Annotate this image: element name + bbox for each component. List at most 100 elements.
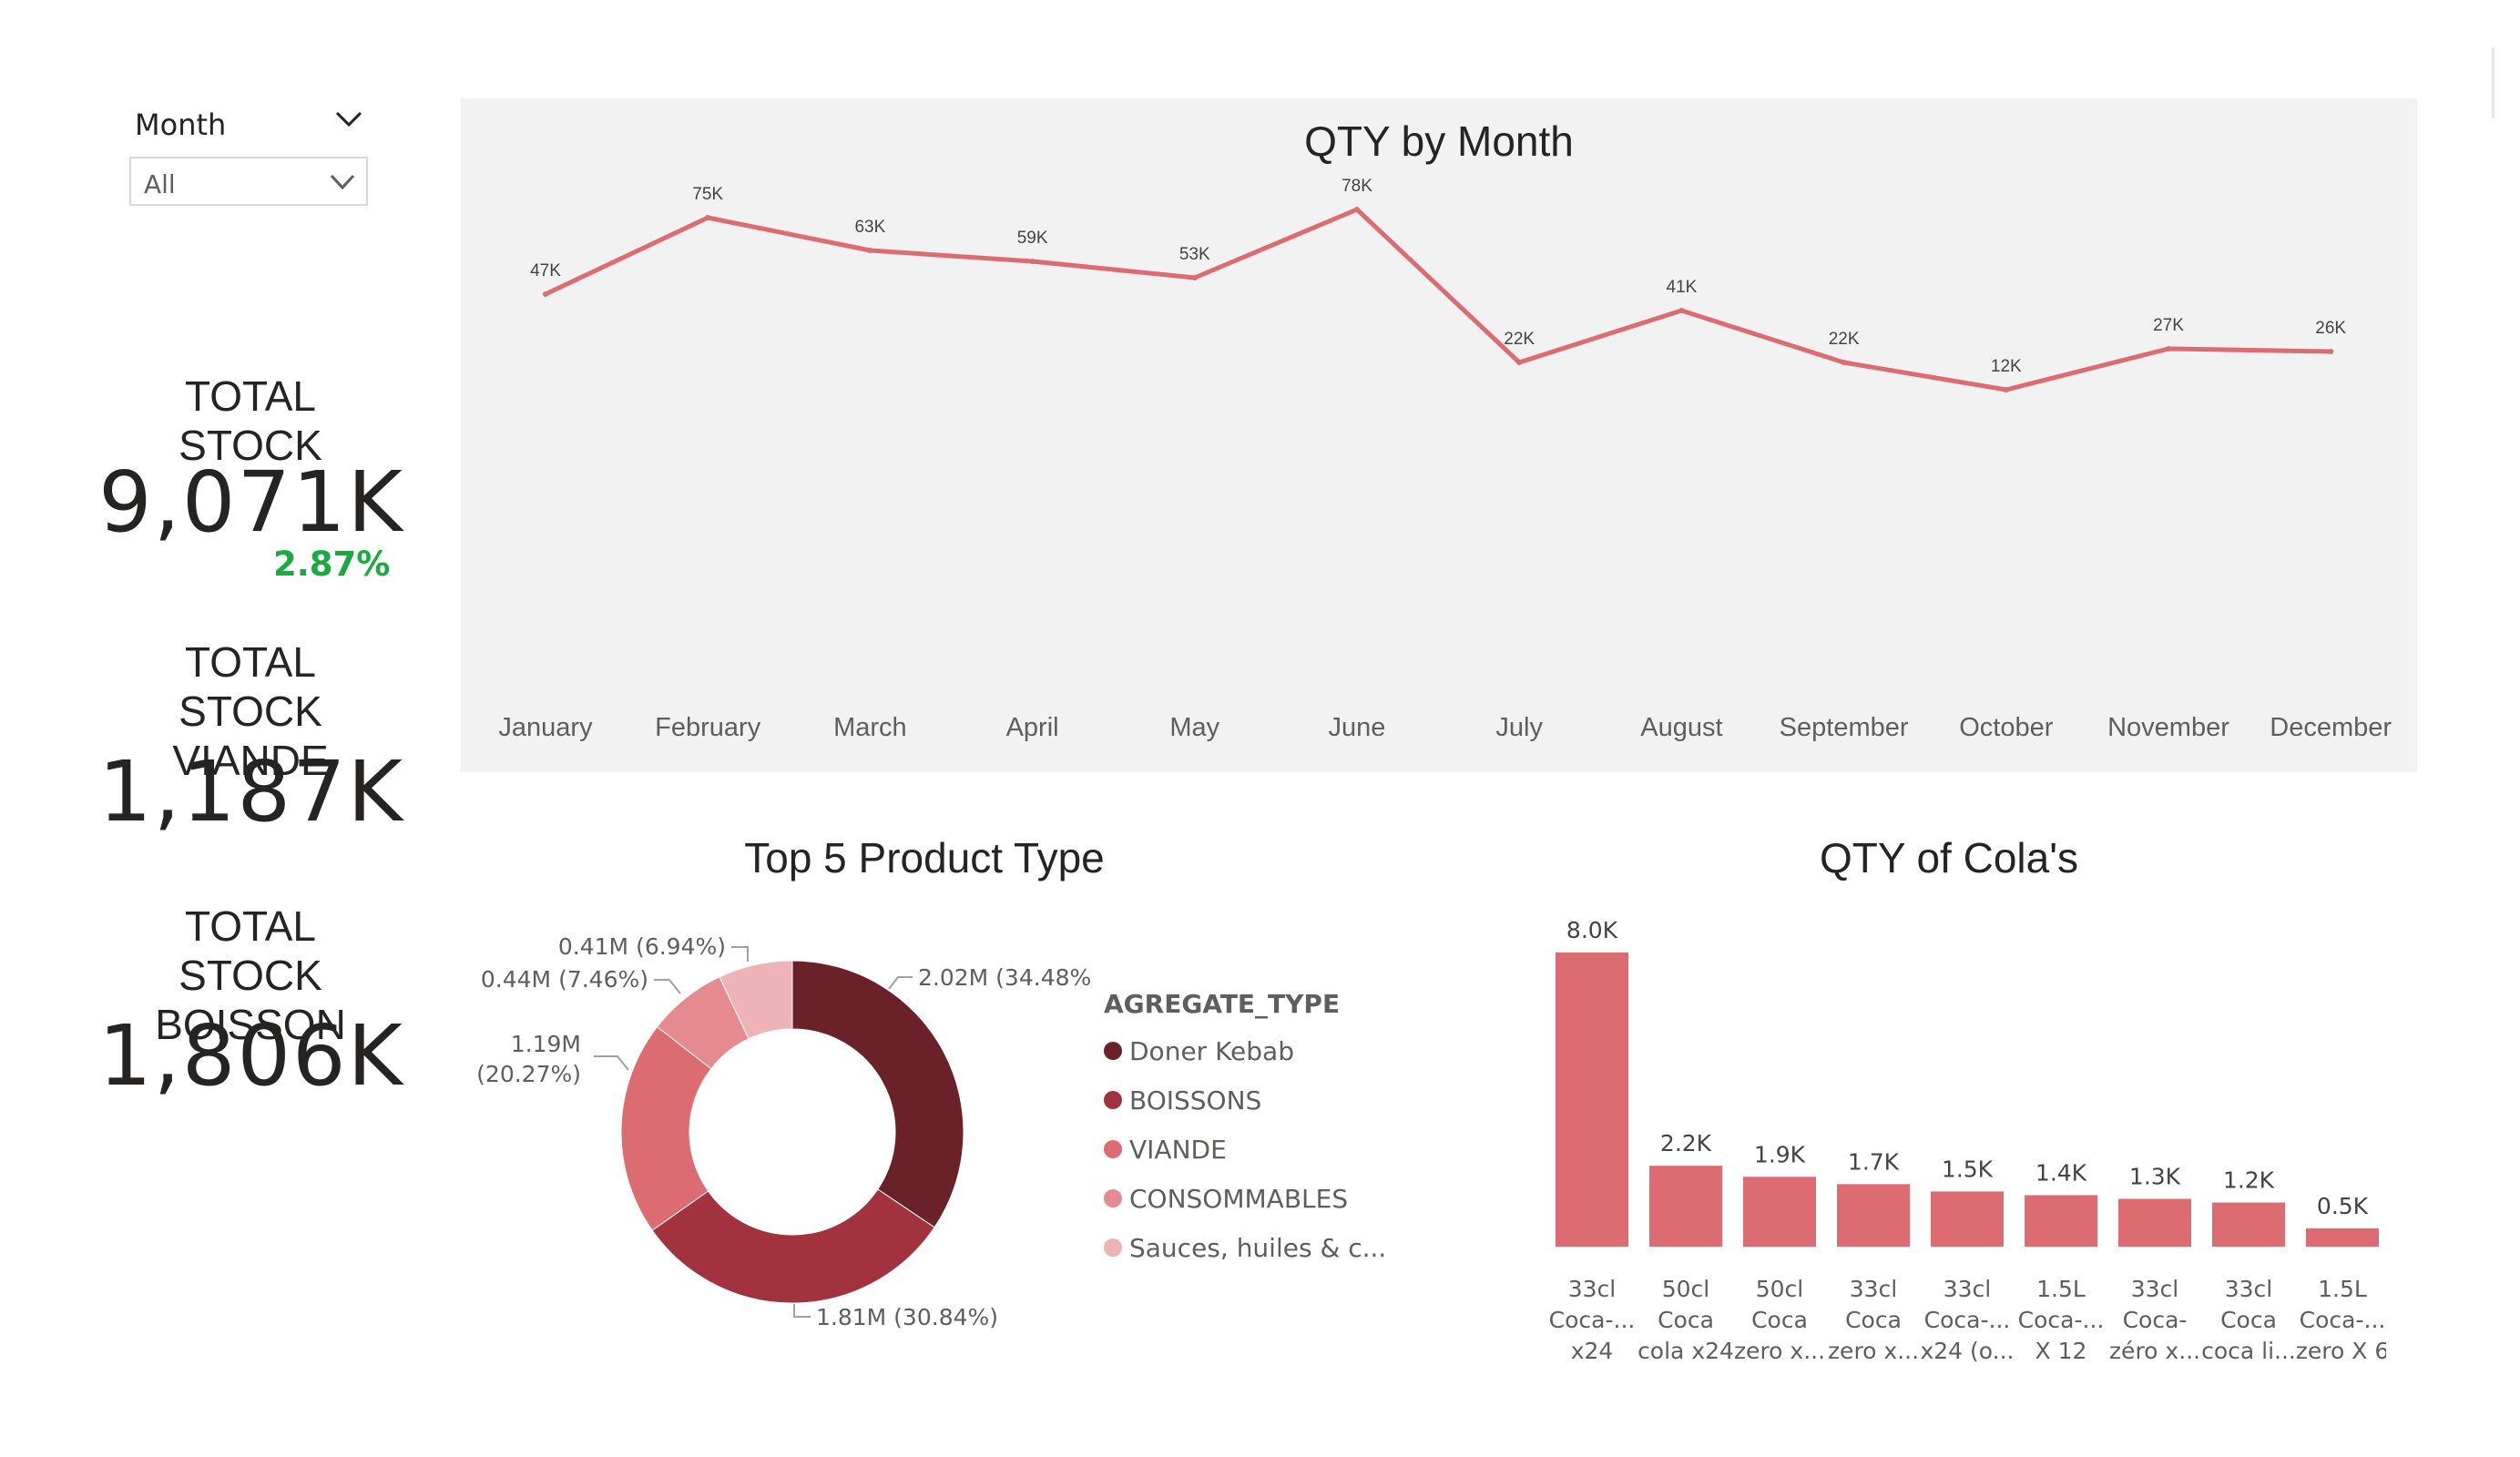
leader-line bbox=[594, 1055, 629, 1071]
legend-marker bbox=[1104, 1091, 1122, 1109]
x-tick-label: January bbox=[498, 713, 593, 742]
x-tick-label: October bbox=[1959, 713, 2053, 742]
line-data-label: 75K bbox=[692, 185, 723, 204]
qty-line-series bbox=[544, 207, 2331, 392]
bar-data-label: 0.5K bbox=[2317, 1193, 2369, 1219]
cola-bar[interactable] bbox=[2212, 1202, 2285, 1247]
line-point[interactable] bbox=[1516, 360, 1523, 365]
month-dropdown[interactable]: All bbox=[129, 157, 368, 206]
x-tick-label: Coca-... bbox=[1549, 1307, 1636, 1333]
line-data-label: 53K bbox=[1179, 245, 1210, 264]
kpi-total-stock-viande-label: TOTAL STOCK VIANDE bbox=[128, 637, 373, 785]
legend-item[interactable]: Doner Kebab bbox=[1104, 1034, 1294, 1067]
cola-bar[interactable] bbox=[2306, 1228, 2379, 1247]
x-tick-label: 33cl bbox=[1944, 1276, 1992, 1302]
line-point[interactable] bbox=[1841, 360, 1847, 365]
donut-slice[interactable] bbox=[651, 1188, 935, 1304]
line-point[interactable] bbox=[1029, 259, 1036, 264]
line-chart-title: QTY by Month bbox=[1304, 117, 1574, 165]
leader-line bbox=[793, 1304, 811, 1318]
line-point[interactable] bbox=[705, 215, 711, 220]
kpi-total-stock-label: TOTAL STOCK bbox=[179, 372, 322, 469]
legend-label: Sauces, huiles & c... bbox=[1129, 1232, 1387, 1263]
x-tick-label: February bbox=[655, 713, 761, 742]
legend-item[interactable]: BOISSONS bbox=[1104, 1084, 1261, 1116]
x-tick-label: Coca bbox=[1845, 1307, 1902, 1333]
x-tick-label: x24 bbox=[1571, 1338, 1614, 1364]
donut-data-label: (20.27%) bbox=[476, 1061, 581, 1087]
x-tick-label: Coca bbox=[1751, 1307, 1808, 1333]
x-tick-label: zero X 6 bbox=[2296, 1338, 2386, 1364]
kpi-total-stock-viande-value: 1,187K bbox=[98, 743, 404, 841]
month-dropdown-value: All bbox=[144, 169, 176, 199]
x-tick-label: 1.5L bbox=[2036, 1276, 2086, 1302]
line-point[interactable] bbox=[1678, 308, 1685, 313]
bar-data-label: 2.2K bbox=[1660, 1130, 1712, 1156]
line-point[interactable] bbox=[1354, 207, 1360, 212]
cola-bar[interactable] bbox=[1931, 1191, 2004, 1247]
legend-marker bbox=[1104, 1189, 1122, 1207]
kpi-label-line: BOISSON bbox=[155, 1001, 346, 1048]
month-slicer-title: Month bbox=[135, 107, 227, 142]
x-tick-label: 33cl bbox=[1850, 1276, 1898, 1302]
x-tick-label: April bbox=[1006, 713, 1059, 742]
legend-item[interactable]: VIANDE bbox=[1104, 1133, 1227, 1166]
x-tick-label: zero x... bbox=[1734, 1338, 1825, 1364]
cola-bar[interactable] bbox=[2025, 1195, 2097, 1247]
legend-label: BOISSONS bbox=[1129, 1085, 1262, 1116]
line-data-label: 22K bbox=[1829, 330, 1860, 349]
bar-chart-title: QTY of Cola's bbox=[1819, 834, 2079, 881]
chevron-down-icon[interactable] bbox=[333, 107, 364, 131]
line-data-label: 41K bbox=[1666, 278, 1697, 297]
legend-label: VIANDE bbox=[1129, 1134, 1227, 1165]
x-tick-label: July bbox=[1495, 713, 1543, 742]
legend-marker bbox=[1104, 1238, 1122, 1257]
line-point[interactable] bbox=[543, 291, 548, 297]
line-point[interactable] bbox=[2328, 349, 2334, 354]
bar-data-label: 1.4K bbox=[2035, 1159, 2087, 1186]
x-tick-label: November bbox=[2107, 713, 2229, 742]
line-point[interactable] bbox=[867, 248, 873, 253]
x-tick-label: 33cl bbox=[1568, 1276, 1617, 1302]
line-point[interactable] bbox=[1191, 275, 1198, 280]
bar-data-label: 1.3K bbox=[2129, 1164, 2181, 1190]
x-tick-label: Coca bbox=[1658, 1307, 1714, 1333]
x-tick-label: August bbox=[1640, 713, 1722, 742]
x-tick-label: Coca- bbox=[2123, 1307, 2188, 1333]
bar-data-label: 1.9K bbox=[1754, 1141, 1806, 1167]
legend-item[interactable]: Sauces, huiles & c... bbox=[1104, 1231, 1386, 1264]
x-tick-label: Coca-... bbox=[1924, 1307, 2011, 1333]
donut-data-label: 0.44M (7.46%) bbox=[481, 966, 648, 993]
line-point[interactable] bbox=[2003, 387, 2009, 392]
chevron-down-icon bbox=[330, 174, 355, 190]
donut-chart-title: Top 5 Product Type bbox=[744, 834, 1105, 881]
x-tick-label: zero x... bbox=[1828, 1338, 1919, 1364]
legend-label: CONSOMMABLES bbox=[1129, 1183, 1349, 1214]
donut-data-label: 2.02M (34.48%) bbox=[918, 964, 1093, 991]
x-tick-label: 50cl bbox=[1756, 1276, 1804, 1302]
qty-by-month-panel bbox=[461, 98, 2417, 772]
kpi-total-stock-delta: 2.87% bbox=[273, 545, 391, 584]
top5-product-type-chart: 2.02M (34.48%) 1.81M (30.84%) 1.19M (20.27%… bbox=[476, 933, 1093, 1330]
legend-item[interactable]: CONSOMMABLES bbox=[1104, 1182, 1348, 1215]
donut-slice[interactable] bbox=[719, 960, 793, 1040]
cola-bar[interactable] bbox=[1743, 1177, 1816, 1247]
cola-bar[interactable] bbox=[1556, 953, 1628, 1247]
cola-bar[interactable] bbox=[1837, 1184, 1910, 1247]
legend-label: Doner Kebab bbox=[1129, 1035, 1294, 1066]
x-tick-label: March bbox=[833, 713, 907, 742]
cola-bar[interactable] bbox=[1649, 1166, 1722, 1247]
x-tick-label: coca li... bbox=[2201, 1338, 2296, 1364]
x-tick-label: cola x24 bbox=[1637, 1338, 1734, 1364]
donut-data-label: 1.81M (30.84%) bbox=[816, 1304, 998, 1330]
line-data-label: 12K bbox=[1991, 357, 2022, 376]
donut-slice[interactable] bbox=[791, 960, 964, 1228]
line-point[interactable] bbox=[2166, 346, 2171, 352]
line-data-label: 63K bbox=[854, 218, 885, 237]
cola-bar[interactable] bbox=[2118, 1198, 2191, 1247]
bar-data-label: 1.5K bbox=[1942, 1156, 1994, 1182]
bar-data-label: 1.2K bbox=[2223, 1167, 2275, 1194]
kpi-total-stock-boisson-label: TOTAL STOCK BOISSON bbox=[128, 902, 373, 1049]
scrollbar[interactable] bbox=[2492, 47, 2494, 118]
x-tick-label: 50cl bbox=[1662, 1276, 1710, 1302]
